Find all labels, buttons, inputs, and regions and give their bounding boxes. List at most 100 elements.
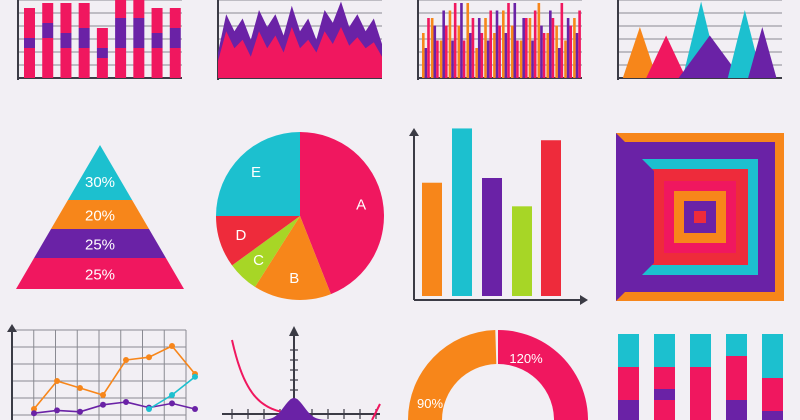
stacked-column-segment xyxy=(690,334,711,367)
donut-segment xyxy=(498,330,588,420)
thin-bar xyxy=(516,40,519,78)
thin-bar xyxy=(462,40,466,78)
area-series xyxy=(218,27,382,78)
thin-bar xyxy=(484,18,487,78)
line-point xyxy=(54,378,60,384)
stacked-bar-segment xyxy=(133,0,145,18)
nested-squares-chart xyxy=(616,133,784,301)
line-point xyxy=(31,410,37,417)
stacked-bar-segment xyxy=(42,3,54,23)
stacked-bar-segment xyxy=(133,48,145,78)
thin-bar-chart xyxy=(417,0,582,80)
thin-bar xyxy=(502,10,505,78)
stacked-bar-segment xyxy=(151,8,163,33)
stacked-bar-chart-top-left xyxy=(17,0,182,80)
stacked-bar-segment xyxy=(60,33,72,48)
pyramid-label: 25% xyxy=(85,267,115,284)
thin-bar xyxy=(560,3,564,78)
thin-bar xyxy=(578,10,581,78)
thin-bar xyxy=(513,3,517,78)
line-point xyxy=(31,406,37,412)
pie-chart: A B CD E xyxy=(216,132,384,300)
donut-label: 120% xyxy=(509,351,543,366)
line-point xyxy=(123,357,129,363)
stacked-bar-segment xyxy=(78,28,90,48)
pie-slice xyxy=(254,216,331,300)
pyramid-layer xyxy=(34,229,166,258)
donut-chart: 120% 90% xyxy=(408,330,588,420)
thin-bar xyxy=(475,48,478,78)
stacked-column-segment xyxy=(654,389,675,400)
thin-bar xyxy=(460,3,463,78)
thin-bar xyxy=(555,25,558,78)
line-point xyxy=(169,343,175,349)
stacked-bar-segment xyxy=(24,48,35,78)
thin-bar xyxy=(519,40,523,78)
thin-bar xyxy=(524,18,528,78)
column-chart xyxy=(409,128,588,305)
stacked-column-chart-bottom-right xyxy=(618,334,783,420)
column-bar xyxy=(422,182,442,296)
stacked-column-segment xyxy=(762,378,783,411)
curve-y-arrow xyxy=(289,326,299,336)
column-bar xyxy=(452,128,472,296)
stacked-bar-segment xyxy=(133,18,145,48)
thin-bar xyxy=(469,33,472,78)
pie-slice-label: D xyxy=(235,227,246,244)
thin-bar xyxy=(540,25,543,78)
column-bar xyxy=(512,206,532,296)
donut-segment xyxy=(408,330,497,420)
stacked-bar-segment xyxy=(115,48,127,78)
pyramid-label: 20% xyxy=(85,208,115,225)
stacked-column-segment xyxy=(726,334,747,356)
thin-bar xyxy=(557,48,561,78)
stacked-column-segment xyxy=(762,334,783,378)
stacked-bar-segment xyxy=(151,48,163,78)
thin-bar xyxy=(493,33,496,78)
stacked-column-segment xyxy=(618,367,639,400)
pyramid-chart: 30% 20% 25% 25% xyxy=(16,145,184,289)
thin-bar xyxy=(444,25,448,78)
pyramid-layer xyxy=(16,258,184,289)
pie-slice-label: B xyxy=(289,270,299,287)
thin-bar xyxy=(439,40,443,78)
stacked-bar-segment xyxy=(151,33,163,48)
peak-triangle xyxy=(646,35,686,78)
thin-bar xyxy=(471,18,475,78)
thin-bar xyxy=(549,10,552,78)
stacked-bar-segment xyxy=(24,38,35,48)
stacked-bar-segment xyxy=(169,8,181,28)
thin-bar xyxy=(569,25,573,78)
thin-bar xyxy=(498,25,501,78)
column-y-axis-arrow xyxy=(409,128,419,136)
column-bar xyxy=(482,178,502,296)
line-point xyxy=(54,407,60,414)
thin-bar xyxy=(551,18,555,78)
stacked-column-segment xyxy=(654,400,675,420)
thin-bar xyxy=(466,3,470,78)
pyramid-layer xyxy=(51,200,149,229)
stacked-bar-segment xyxy=(42,23,54,38)
thin-bar xyxy=(533,10,537,78)
pie-slice-label: C xyxy=(253,252,264,269)
thin-bar xyxy=(546,33,550,78)
line-point xyxy=(146,354,152,361)
line-chart-y-arrow xyxy=(7,324,17,332)
line-series xyxy=(33,345,196,410)
stacked-bar-segment xyxy=(96,48,108,58)
stacked-column-segment xyxy=(654,367,675,389)
stacked-bar-segment xyxy=(42,38,54,78)
thin-bar xyxy=(495,10,499,78)
distribution-curve-chart xyxy=(222,326,381,420)
stacked-column-segment xyxy=(690,367,711,420)
line-point xyxy=(169,400,175,407)
line-point xyxy=(123,399,129,405)
pie-slice xyxy=(216,216,300,266)
thin-bar xyxy=(448,10,452,78)
thin-bar xyxy=(480,33,484,78)
stacked-bar-segment xyxy=(115,18,127,48)
pie-slice xyxy=(300,132,384,295)
thin-bar xyxy=(430,18,434,78)
grid-line-chart xyxy=(7,324,198,420)
thin-bar xyxy=(566,18,570,78)
